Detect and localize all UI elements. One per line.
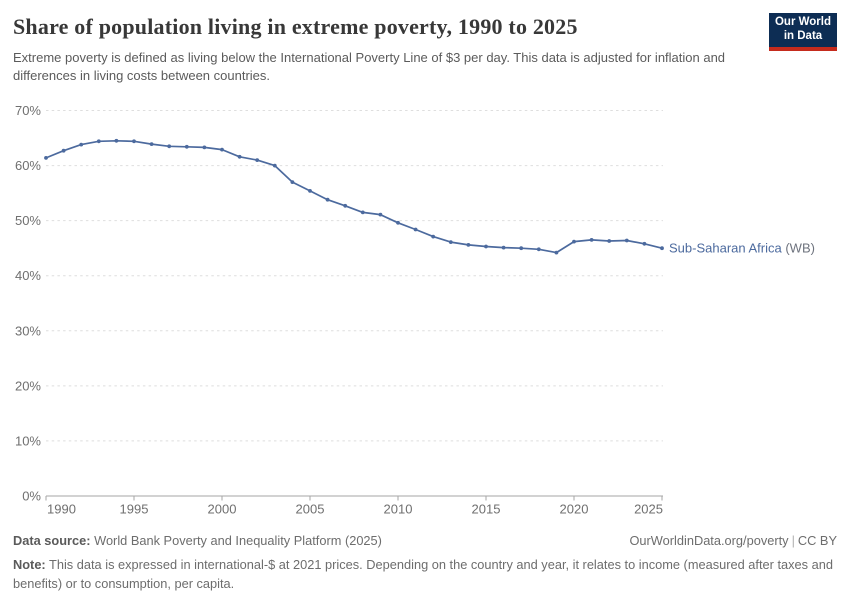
data-point-marker[interactable] <box>325 197 330 202</box>
data-point-marker[interactable] <box>114 138 119 143</box>
data-point-marker[interactable] <box>360 210 365 215</box>
data-point-marker[interactable] <box>44 156 48 160</box>
y-tick-label: 20% <box>15 378 41 393</box>
data-point-marker[interactable] <box>290 180 295 185</box>
data-point-marker[interactable] <box>96 139 101 144</box>
page-title: Share of population living in extreme po… <box>13 14 578 39</box>
data-point-marker[interactable] <box>466 243 471 247</box>
data-point-marker[interactable] <box>343 203 348 208</box>
y-tick-label: 10% <box>15 433 41 448</box>
y-tick-label: 40% <box>15 268 41 283</box>
data-point-marker[interactable] <box>572 239 576 244</box>
series-sub-saharan-africa[interactable]: Sub-Saharan Africa (WB) <box>44 138 815 256</box>
data-point-marker[interactable] <box>167 144 172 149</box>
data-point-marker[interactable] <box>132 139 136 144</box>
data-point-marker[interactable] <box>448 240 453 245</box>
x-tick-label: 1990 <box>47 502 76 517</box>
chart-note-text: This data is expressed in international-… <box>13 557 833 591</box>
data-point-marker[interactable] <box>255 158 260 163</box>
x-tick-label: 2025 <box>634 502 663 517</box>
gridlines: 0% 10% 20% 30% 40% 50% 60% 70% <box>15 103 663 504</box>
x-tick-label: 2005 <box>296 502 325 517</box>
owid-logo-line1: Our World <box>774 16 831 29</box>
data-point-marker[interactable] <box>642 241 647 246</box>
owid-logo-line2: in Data <box>783 30 823 42</box>
x-axis: 1990 1995 2000 2005 2010 2015 2020 2025 <box>45 496 663 517</box>
data-source: Data source: World Bank Poverty and Ineq… <box>13 533 382 548</box>
data-point-marker[interactable] <box>536 247 541 252</box>
data-source-label: Data source: <box>13 533 91 548</box>
data-point-marker[interactable] <box>272 163 277 168</box>
y-tick-label: 0% <box>22 489 41 504</box>
chart-note: Note: This data is expressed in internat… <box>13 556 837 593</box>
x-tick-label: 2015 <box>472 502 501 517</box>
data-point-marker[interactable] <box>149 142 154 147</box>
owid-logo[interactable]: Our World in Data <box>769 13 837 51</box>
data-point-marker[interactable] <box>378 212 383 217</box>
data-point-marker[interactable] <box>607 239 612 243</box>
data-point-marker[interactable] <box>220 147 224 152</box>
data-point-marker[interactable] <box>413 227 418 232</box>
data-point-marker[interactable] <box>484 244 488 249</box>
attribution-separator: | <box>791 533 795 548</box>
license-link[interactable]: CC BY <box>797 533 837 548</box>
data-point-marker[interactable] <box>660 246 664 251</box>
x-tick-label: 2010 <box>384 502 413 517</box>
line-chart: 0% 10% 20% 30% 40% 50% 60% 70% 1990 1995 2000 2005 2… <box>15 103 815 517</box>
data-point-marker[interactable] <box>554 250 559 255</box>
data-point-marker[interactable] <box>237 154 242 159</box>
series-line[interactable] <box>45 139 663 254</box>
attribution: OurWorldinData.org/poverty | CC BY <box>629 533 837 548</box>
y-tick-label: 30% <box>15 323 41 338</box>
chart-header: Share of population living in extreme po… <box>13 13 837 85</box>
data-point-marker[interactable] <box>308 189 312 193</box>
data-point-marker[interactable] <box>589 238 594 242</box>
data-point-marker[interactable] <box>184 144 189 149</box>
x-tick-label: 2000 <box>208 502 237 517</box>
series-end-label[interactable]: Sub-Saharan Africa (WB) <box>669 241 815 256</box>
data-point-marker[interactable] <box>79 142 84 147</box>
data-point-marker[interactable] <box>624 238 629 243</box>
x-tick-label: 1995 <box>120 502 149 517</box>
data-point-marker[interactable] <box>202 145 207 150</box>
data-point-marker[interactable] <box>519 246 524 251</box>
chart-subtitle: Extreme poverty is defined as living bel… <box>13 50 726 84</box>
chart-note-label: Note: <box>13 557 46 572</box>
data-point-marker[interactable] <box>396 220 400 225</box>
data-source-text: World Bank Poverty and Inequality Platfo… <box>94 533 382 548</box>
y-tick-label: 50% <box>15 213 41 228</box>
data-point-marker[interactable] <box>61 148 66 153</box>
y-tick-label: 70% <box>15 103 41 118</box>
data-point-marker[interactable] <box>501 245 506 250</box>
y-tick-label: 60% <box>15 158 41 173</box>
data-point-marker[interactable] <box>431 234 436 239</box>
chart-footer: Data source: World Bank Poverty and Ineq… <box>13 533 837 593</box>
owid-link[interactable]: OurWorldinData.org/poverty <box>629 533 789 548</box>
x-tick-label: 2020 <box>560 502 589 517</box>
